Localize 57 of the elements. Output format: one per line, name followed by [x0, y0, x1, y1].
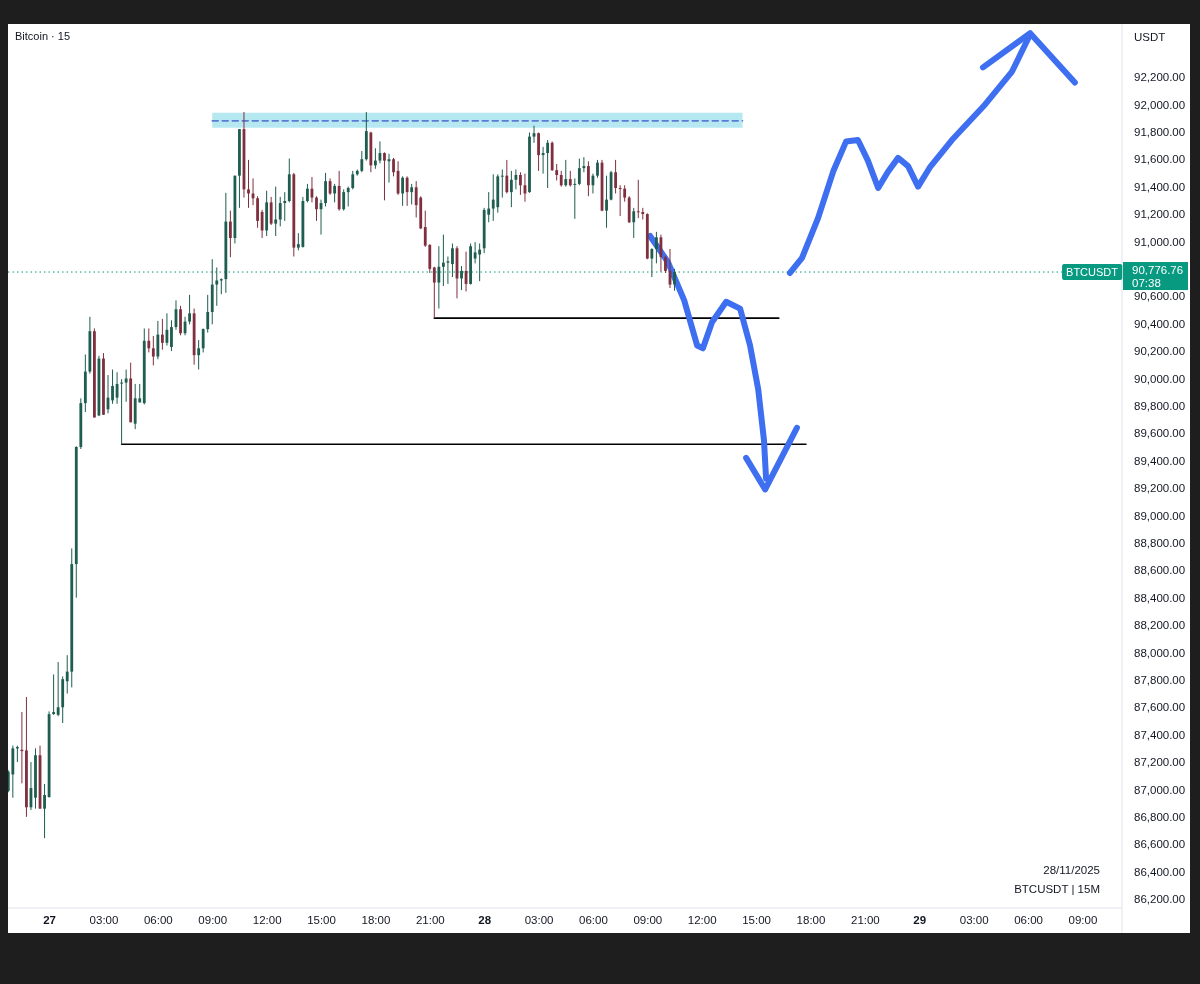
x-tick-label: 03:00	[524, 914, 554, 927]
x-tick-label: 03:00	[959, 914, 989, 927]
x-tick-label: 06:00	[579, 914, 608, 927]
y-tick-label: 86,400.00	[1134, 865, 1186, 878]
x-tick-label: 18:00	[361, 914, 391, 927]
x-tick-label: 21:00	[850, 914, 880, 927]
x-tick-label: 28	[478, 914, 492, 927]
y-tick-label: 86,800.00	[1134, 811, 1186, 824]
y-tick-label: 86,600.00	[1134, 838, 1186, 851]
y-tick-label: 87,400.00	[1134, 728, 1186, 741]
text: Bitcoin · 15	[15, 30, 71, 42]
x-tick-label: 21:00	[415, 914, 445, 927]
y-tick-label: 88,000.00	[1134, 646, 1186, 659]
x-tick-label: 29	[913, 914, 927, 927]
y-tick-label: 87,800.00	[1134, 674, 1186, 687]
y-tick-label: 87,200.00	[1134, 756, 1186, 769]
x-tick-label: 09:00	[633, 914, 663, 927]
y-tick-label: 90,000.00	[1134, 372, 1186, 385]
y-tick-label: 89,000.00	[1134, 509, 1186, 522]
x-tick-label: 09:00	[1068, 914, 1098, 927]
y-tick-label: 90,400.00	[1134, 317, 1186, 330]
y-tick-label: 88,200.00	[1134, 619, 1186, 632]
y-tick-label: 90,600.00	[1134, 290, 1186, 303]
ref-line-label: BTCUSDT	[1066, 266, 1119, 279]
y-tick-label: 88,400.00	[1134, 591, 1186, 604]
y-tick-label: 91,000.00	[1134, 235, 1186, 248]
x-tick-label: 27	[43, 914, 56, 927]
y-tick-label: 90,200.00	[1134, 345, 1186, 358]
y-tick-label: 87,000.00	[1134, 783, 1186, 796]
y-tick-label: 92,000.00	[1134, 98, 1186, 111]
x-tick-label: 03:00	[89, 914, 119, 927]
x-tick-label: 15:00	[742, 914, 771, 927]
y-tick-label: 89,200.00	[1134, 482, 1186, 495]
y-tick-label: 86,200.00	[1134, 893, 1186, 906]
x-tick-label: 18:00	[796, 914, 826, 927]
y-axis-title: USDT	[1134, 31, 1166, 43]
y-tick-label: 89,400.00	[1134, 454, 1186, 467]
x-tick-label: 06:00	[143, 914, 173, 927]
annotation: BTCUSDT | 15M	[1014, 883, 1100, 895]
y-tick-label: 89,600.00	[1134, 427, 1186, 440]
y-tick-label: 91,200.00	[1134, 208, 1186, 221]
y-tick-label: 92,200.00	[1134, 71, 1186, 84]
annotation: 28/11/2025	[1043, 864, 1100, 876]
y-tick-label: 89,800.00	[1134, 400, 1186, 413]
y-tick-label: 91,400.00	[1134, 180, 1186, 193]
x-tick-label: 09:00	[198, 914, 228, 927]
x-tick-label: 15:00	[307, 914, 336, 927]
x-tick-label: 06:00	[1014, 914, 1043, 927]
y-tick-label: 88,800.00	[1134, 537, 1186, 550]
x-tick-label: 12:00	[687, 914, 717, 927]
y-tick-label: 91,600.00	[1134, 153, 1186, 166]
y-tick-label: 87,600.00	[1134, 701, 1186, 714]
y-tick-label: 88,600.00	[1134, 564, 1186, 577]
y-tick-label: 91,800.00	[1134, 126, 1186, 139]
text: 07:38	[1132, 277, 1161, 290]
text: 90,776.76	[1132, 264, 1184, 277]
x-tick-label: 12:00	[252, 914, 282, 927]
